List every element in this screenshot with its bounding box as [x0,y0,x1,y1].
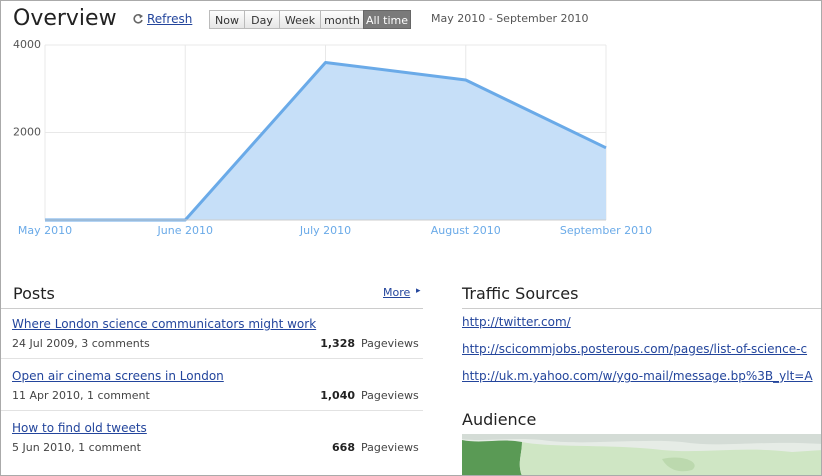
x-tick-label: June 2010 [157,224,213,237]
post-unit: Pageviews [361,389,419,402]
y-tick-label: 2000 [13,126,41,139]
post-link[interactable]: Open air cinema screens in London [12,369,224,383]
traffic-link[interactable]: http://scicommjobs.posterous.com/pages/l… [462,342,808,356]
range-button[interactable]: month [320,10,364,29]
post-link[interactable]: How to find old tweets [12,421,147,435]
more-arrow: ▸ [416,286,421,296]
post-count: 1,040 [320,389,355,402]
x-tick-label: May 2010 [18,224,72,237]
audience-map [462,434,821,475]
post-meta: 11 Apr 2010, 1 comment [12,389,150,402]
post-count: 668 [332,441,355,454]
area [45,62,606,220]
post-meta: 24 Jul 2009, 3 comments [12,337,150,350]
post-link[interactable]: Where London science communicators might… [12,317,317,331]
range-button[interactable]: Day [244,10,280,29]
post-count: 1,328 [320,337,355,350]
range-button[interactable]: Week [279,10,321,29]
traffic-title: Traffic Sources [462,284,579,303]
x-tick-label: July 2010 [299,224,351,237]
refresh-link[interactable]: Refresh [147,12,193,26]
range-button[interactable]: Now [209,10,245,29]
audience-title: Audience [462,410,537,429]
x-tick-label: September 2010 [560,224,652,237]
refresh-icon[interactable] [132,13,144,25]
post-meta: 5 Jun 2010, 1 comment [12,441,141,454]
page-title: Overview [13,6,117,31]
traffic-link[interactable]: http://twitter.com/ [462,315,571,329]
y-tick-label: 4000 [13,38,41,51]
divider [1,410,423,411]
traffic-link[interactable]: http://uk.m.yahoo.com/w/ygo-mail/message… [462,369,813,383]
date-range: May 2010 - September 2010 [431,12,589,25]
posts-title: Posts [13,284,55,303]
more-link[interactable]: More [383,286,411,299]
divider [462,308,821,309]
x-tick-label: August 2010 [431,224,501,237]
chart: 2000 4000 May 2010 June 2010 July 2010 August… [13,38,652,237]
range-button[interactable]: All time [363,10,411,29]
post-unit: Pageviews [361,441,419,454]
post-unit: Pageviews [361,337,419,350]
divider [1,358,423,359]
divider [1,308,423,309]
